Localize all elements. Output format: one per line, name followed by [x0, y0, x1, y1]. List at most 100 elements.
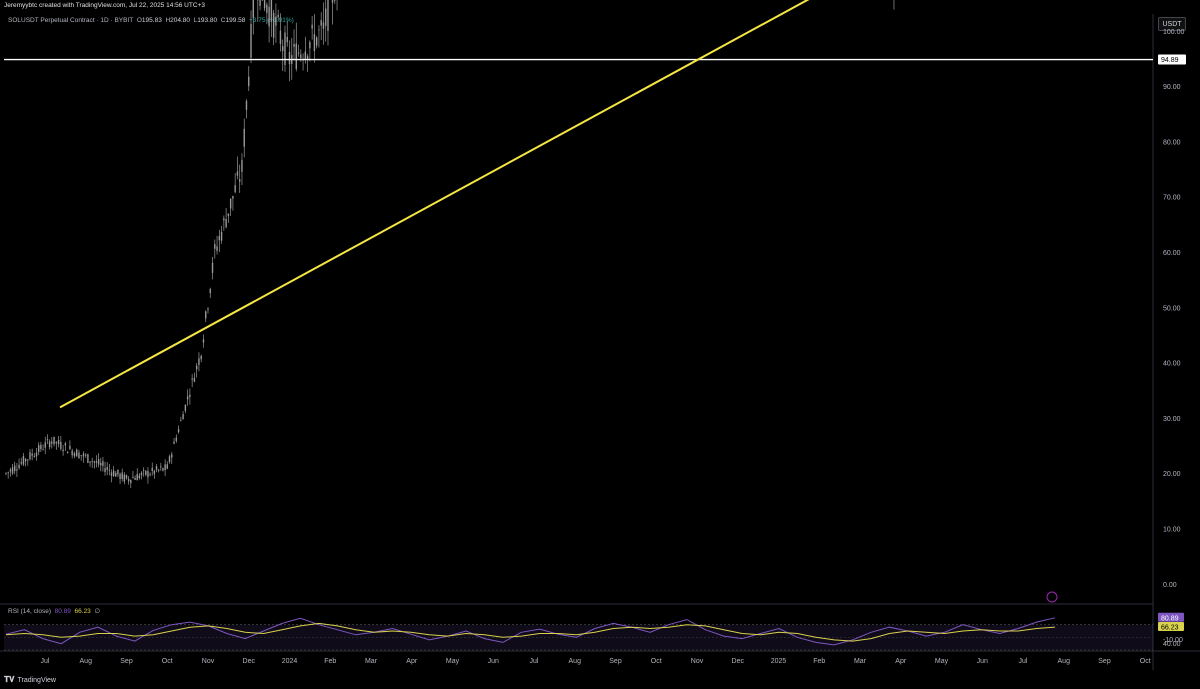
candle-body: [119, 474, 121, 480]
rsi-value-tag: [1158, 622, 1184, 632]
chart-author-header: Jeremyybtc created with TradingView.com,…: [4, 2, 205, 9]
candle-body: [134, 477, 136, 480]
candle-body: [22, 455, 25, 465]
candle-body: [66, 451, 69, 454]
tradingview-footer[interactable]: 𝐓𝐕 TradingView: [4, 675, 56, 685]
candle-body: [40, 444, 42, 450]
candle-body: [320, 20, 322, 26]
y-axis-tick-label: 40.00: [1163, 361, 1181, 368]
candle-body: [284, 32, 286, 65]
candle-body: [9, 469, 12, 472]
candle-body: [38, 445, 40, 452]
candle-body: [286, 36, 288, 43]
x-axis-tick-label: Nov: [691, 658, 704, 665]
x-axis-tick-label: Oct: [651, 658, 662, 665]
candle-body: [102, 461, 104, 466]
candle-body: [209, 288, 211, 294]
candle-body: [315, 37, 318, 46]
candle-body: [300, 54, 302, 59]
candle-body: [20, 462, 22, 464]
x-axis-tick-label: 2024: [282, 658, 298, 665]
y-axis-tick-label: 60.00: [1163, 250, 1181, 257]
candle-body: [275, 16, 277, 26]
symbol-name[interactable]: SOLUSDT Perpetual Contract · 1D · BYBIT: [8, 17, 134, 24]
candle-body: [31, 453, 33, 456]
candle-body: [151, 467, 153, 471]
candle-body: [252, 0, 254, 18]
candle-body: [89, 461, 91, 463]
candle-body: [205, 311, 207, 319]
candle-body: [243, 128, 245, 147]
candle-body: [57, 439, 60, 445]
x-axis-tick-label: Mar: [854, 658, 867, 665]
candle-body: [238, 179, 241, 182]
candle-body: [182, 414, 184, 420]
candle-body: [184, 404, 187, 411]
rsi-title: RSI (14, close): [8, 608, 51, 615]
x-axis-tick-label: Feb: [813, 658, 825, 665]
candle-body: [69, 445, 71, 449]
candle-body: [138, 475, 141, 479]
candle-body: [7, 472, 9, 473]
candle-body: [268, 6, 270, 27]
candle-body: [48, 441, 51, 448]
candle-body: [229, 198, 232, 209]
candle-body: [282, 46, 284, 52]
rsi-ma-line: [5, 622, 1056, 642]
candle-body: [155, 466, 158, 470]
candle-body: [218, 236, 221, 241]
currency-button[interactable]: USDT: [1158, 17, 1186, 31]
candle-body: [145, 470, 147, 475]
candle-body: [331, 0, 334, 3]
candle-body: [87, 454, 89, 463]
candle-body: [106, 467, 108, 470]
candle-body: [306, 55, 309, 60]
candle-body: [175, 437, 178, 441]
x-axis-tick-label: Nov: [202, 658, 215, 665]
y-axis-tick-label: 20.00: [1163, 471, 1181, 478]
y-axis-tick-label: 90.00: [1163, 84, 1181, 91]
ohlc-open: 195.83: [141, 17, 162, 24]
ohlc-low-label: L: [193, 17, 198, 24]
candle-body: [200, 355, 202, 360]
tradingview-brand: TradingView: [17, 676, 56, 684]
candle-body: [64, 443, 67, 446]
x-axis-tick-label: Mar: [365, 658, 378, 665]
candle-body: [234, 185, 236, 193]
candle-body: [216, 246, 218, 251]
candle-body: [142, 469, 145, 471]
rsi-indicator-label[interactable]: RSI (14, close) 80.89 66.23 ∅: [8, 607, 100, 615]
candle-body: [110, 472, 113, 476]
level-price-tag: [1158, 54, 1186, 65]
candle-body: [130, 479, 132, 484]
candle-body: [55, 441, 58, 444]
tradingview-logo-icon: 𝐓𝐕: [4, 675, 15, 684]
candle-body: [136, 473, 138, 481]
candle-body: [270, 0, 273, 22]
candle-body: [211, 262, 214, 273]
candle-body: [236, 171, 239, 176]
candle-body: [104, 468, 106, 473]
candle-body: [195, 365, 198, 370]
rsi-axis-tick-label: 40.00: [1163, 641, 1181, 648]
ohlc-close-label: C: [220, 17, 226, 24]
x-axis-tick-label: Aug: [569, 658, 582, 665]
candle-body: [53, 436, 55, 445]
x-axis-tick-label: Aug: [80, 658, 93, 665]
x-axis-tick-label: Dec: [243, 658, 256, 665]
x-axis-tick-label: Sep: [1098, 658, 1111, 665]
candle-body: [191, 378, 193, 380]
rsi-extra: ∅: [94, 608, 101, 615]
x-axis-tick-label: Jul: [530, 658, 539, 665]
candle-body: [78, 452, 80, 459]
candle-body: [93, 461, 96, 463]
y-axis-tick-label: 30.00: [1163, 416, 1181, 423]
x-axis-tick-label: Oct: [1140, 658, 1151, 665]
candle-body: [263, 0, 266, 9]
candle-body: [16, 469, 18, 471]
y-axis-tick-label: 0.00: [1163, 582, 1177, 589]
candle-body: [95, 461, 98, 463]
candle-body: [202, 339, 205, 343]
candle-body: [112, 470, 115, 476]
